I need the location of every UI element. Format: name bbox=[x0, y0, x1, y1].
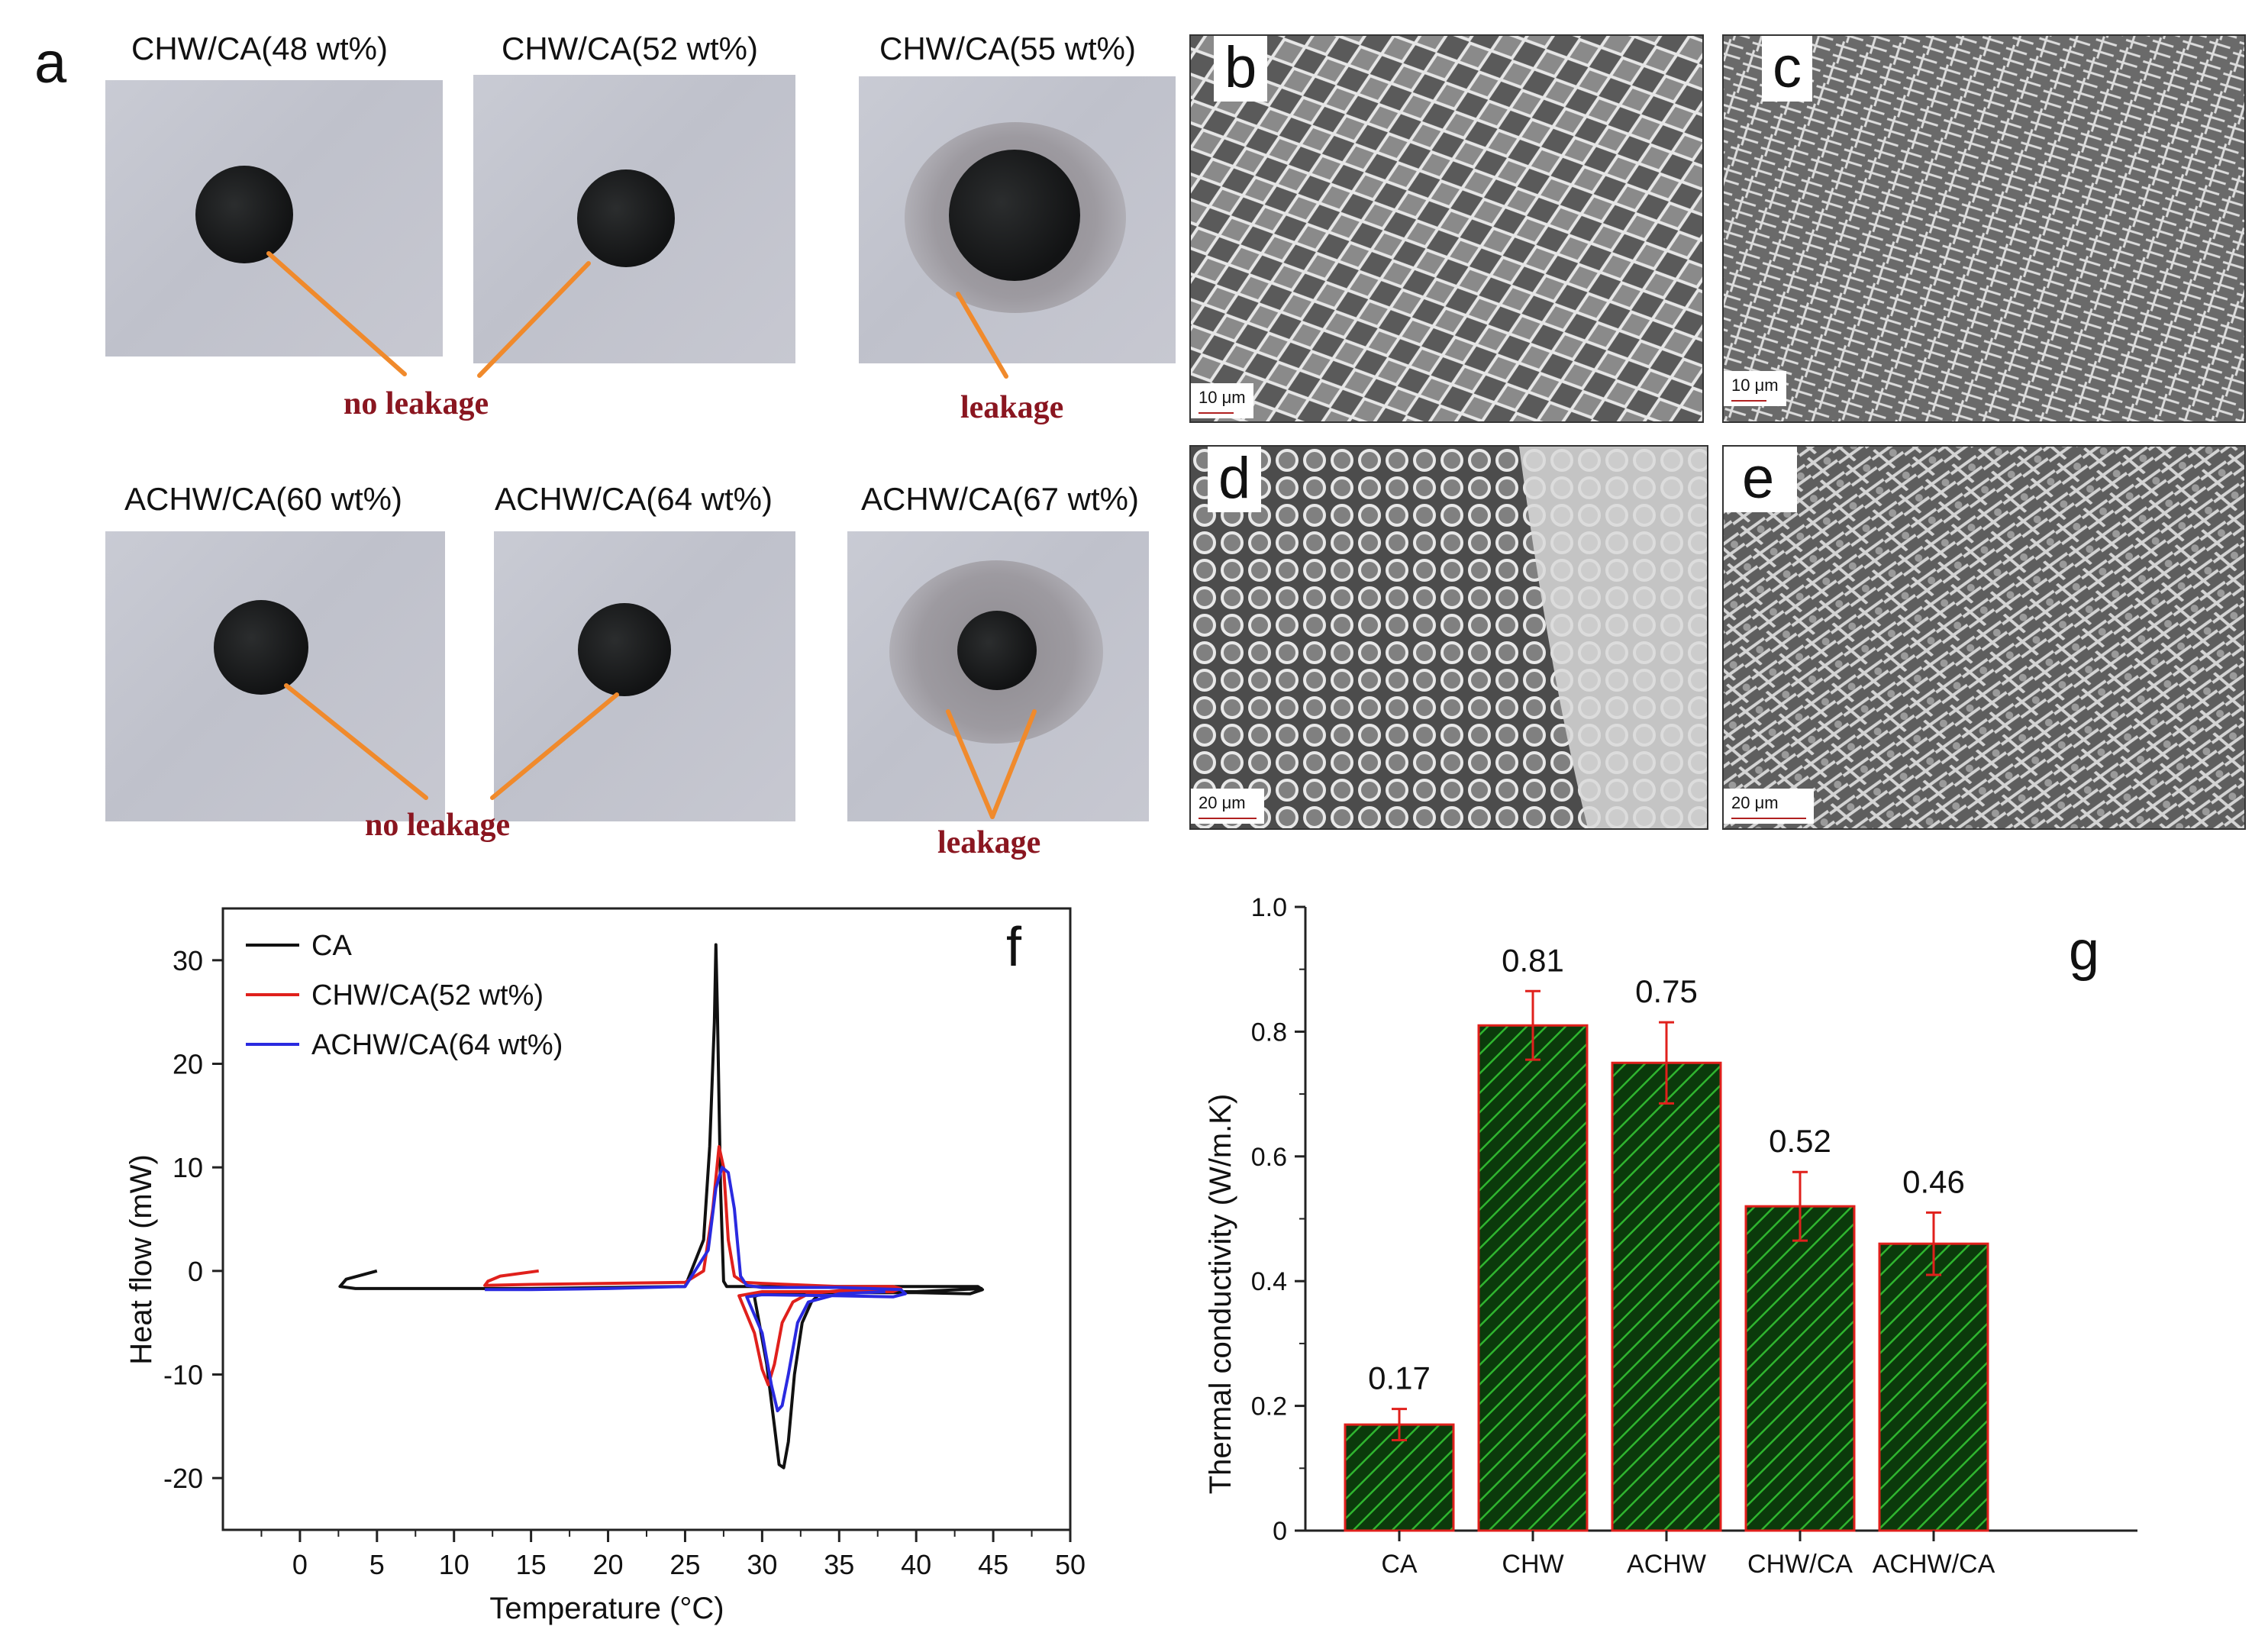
sample-photo-achw-ca-64 bbox=[494, 531, 795, 821]
y-tick-label: 0.2 bbox=[1251, 1392, 1287, 1421]
panel-f-letter: f bbox=[1006, 917, 1022, 978]
x-tick-label: 30 bbox=[747, 1549, 777, 1580]
caption-achw-ca-60: ACHW/CA(60 wt%) bbox=[124, 481, 403, 517]
panel-a-letter: a bbox=[34, 31, 67, 95]
x-axis-label: Temperature (°C) bbox=[489, 1592, 724, 1625]
x-tick-label: 5 bbox=[369, 1549, 385, 1580]
y-tick-label: 20 bbox=[173, 1049, 203, 1080]
thermal-conductivity-chart: 0 0.2 0.4 0.6 0.8 1.0 0.17 0.81 0.75 0.52 0.46 CA… bbox=[1204, 893, 2137, 1579]
y-axis-label: Heat flow (mW) bbox=[124, 1154, 158, 1365]
sample-disc bbox=[214, 600, 308, 695]
y-tick-label: -10 bbox=[163, 1360, 203, 1391]
sample-photo-chw-ca-55 bbox=[859, 76, 1176, 363]
scale-bar-label: 20 μm bbox=[1199, 793, 1246, 812]
sample-disc bbox=[195, 166, 293, 263]
data-label: 0.81 bbox=[1502, 942, 1564, 978]
caption-chw-ca-48: CHW/CA(48 wt%) bbox=[131, 31, 389, 66]
leakage-pointers bbox=[266, 251, 1037, 819]
data-label: 0.17 bbox=[1368, 1360, 1431, 1396]
x-tick-label: CA bbox=[1381, 1550, 1418, 1579]
scale-bar: 20 μm bbox=[1724, 789, 1814, 824]
sample-disc bbox=[577, 169, 675, 267]
data-label: 0.75 bbox=[1635, 973, 1698, 1009]
legend-label: ACHW/CA(64 wt%) bbox=[311, 1029, 563, 1061]
no-leakage-label-row2: no leakage bbox=[365, 808, 511, 843]
legend-label: CHW/CA(52 wt%) bbox=[311, 979, 544, 1012]
y-tick-label: 0 bbox=[188, 1256, 203, 1287]
x-tick-label: CHW/CA bbox=[1747, 1550, 1853, 1579]
caption-achw-ca-64: ACHW/CA(64 wt%) bbox=[494, 481, 773, 517]
sample-disc bbox=[578, 603, 671, 696]
dsc-chart: 0 5 10 15 20 25 30 35 40 45 50 -20 -10 0 10 20 30 CA CHW… bbox=[124, 907, 1086, 1625]
series-line-0 bbox=[338, 943, 984, 1470]
y-tick-label: 0 bbox=[1273, 1517, 1287, 1546]
sem-image-c: c 10 μm bbox=[1722, 34, 2246, 423]
x-tick-label: 25 bbox=[669, 1549, 700, 1580]
x-tick-label: 10 bbox=[439, 1549, 469, 1580]
scale-bar: 20 μm bbox=[1191, 789, 1264, 824]
sample-photo-achw-ca-67 bbox=[847, 531, 1149, 821]
panel-b-letter: b bbox=[1214, 36, 1268, 102]
scale-bar-label: 10 μm bbox=[1199, 388, 1246, 407]
caption-chw-ca-55: CHW/CA(55 wt%) bbox=[879, 31, 1137, 66]
data-label: 0.46 bbox=[1902, 1163, 1965, 1199]
y-tick-label: -20 bbox=[163, 1463, 203, 1494]
bar-chw-ca bbox=[1744, 1205, 1856, 1532]
scale-bar-label: 10 μm bbox=[1731, 376, 1779, 395]
leakage-label-row1: leakage bbox=[960, 390, 1064, 425]
y-tick-label: 10 bbox=[173, 1152, 203, 1183]
x-tick-label: 15 bbox=[516, 1549, 547, 1580]
y-tick-label: 0.6 bbox=[1251, 1143, 1287, 1172]
y-tick-label: 1.0 bbox=[1251, 893, 1287, 922]
x-tick-label: 20 bbox=[593, 1549, 624, 1580]
legend-label: CA bbox=[311, 930, 352, 962]
caption-achw-ca-67: ACHW/CA(67 wt%) bbox=[860, 481, 1140, 517]
y-tick-label: 30 bbox=[173, 945, 203, 976]
bar-chw bbox=[1477, 1024, 1589, 1532]
sample-photo-achw-ca-60 bbox=[105, 531, 445, 821]
sample-photo-chw-ca-52 bbox=[473, 75, 795, 363]
x-tick-label: 35 bbox=[824, 1549, 854, 1580]
x-tick-label: ACHW/CA bbox=[1873, 1550, 1995, 1579]
bar-achw bbox=[1611, 1061, 1722, 1532]
scale-bar: 10 μm bbox=[1191, 383, 1253, 418]
x-tick-label: CHW bbox=[1502, 1550, 1563, 1579]
bar-achw-ca bbox=[1878, 1242, 1989, 1532]
sample-disc bbox=[957, 611, 1037, 690]
sem-image-d: d 20 μm bbox=[1189, 445, 1708, 830]
x-tick-label: 45 bbox=[978, 1549, 1008, 1580]
y-tick-label: 0.4 bbox=[1251, 1267, 1287, 1296]
series-line-2 bbox=[485, 1166, 908, 1412]
x-tick-label: 50 bbox=[1055, 1549, 1086, 1580]
data-label: 0.52 bbox=[1769, 1123, 1831, 1159]
caption-chw-ca-52: CHW/CA(52 wt%) bbox=[501, 31, 759, 66]
sample-disc bbox=[949, 150, 1080, 281]
y-tick-label: 0.8 bbox=[1251, 1018, 1287, 1047]
scale-bar-label: 20 μm bbox=[1731, 793, 1779, 812]
panel-e-letter: e bbox=[1724, 447, 1798, 512]
scale-bar: 10 μm bbox=[1724, 371, 1786, 406]
x-tick-label: 40 bbox=[901, 1549, 931, 1580]
sem-image-b: b 10 μm bbox=[1189, 34, 1704, 423]
panel-c-letter: c bbox=[1762, 36, 1812, 102]
panel-g-letter: g bbox=[2069, 921, 2099, 982]
sem-image-e: e 20 μm bbox=[1722, 445, 2246, 830]
y-axis-label: Thermal conductivity (W/m.K) bbox=[1204, 1094, 1237, 1495]
leakage-label-row2: leakage bbox=[937, 825, 1041, 860]
no-leakage-label-row1: no leakage bbox=[344, 386, 489, 421]
x-tick-label: ACHW bbox=[1627, 1550, 1706, 1579]
sample-photo-chw-ca-48 bbox=[105, 80, 443, 357]
panel-d-letter: d bbox=[1208, 447, 1262, 512]
x-tick-label: 0 bbox=[292, 1549, 308, 1580]
